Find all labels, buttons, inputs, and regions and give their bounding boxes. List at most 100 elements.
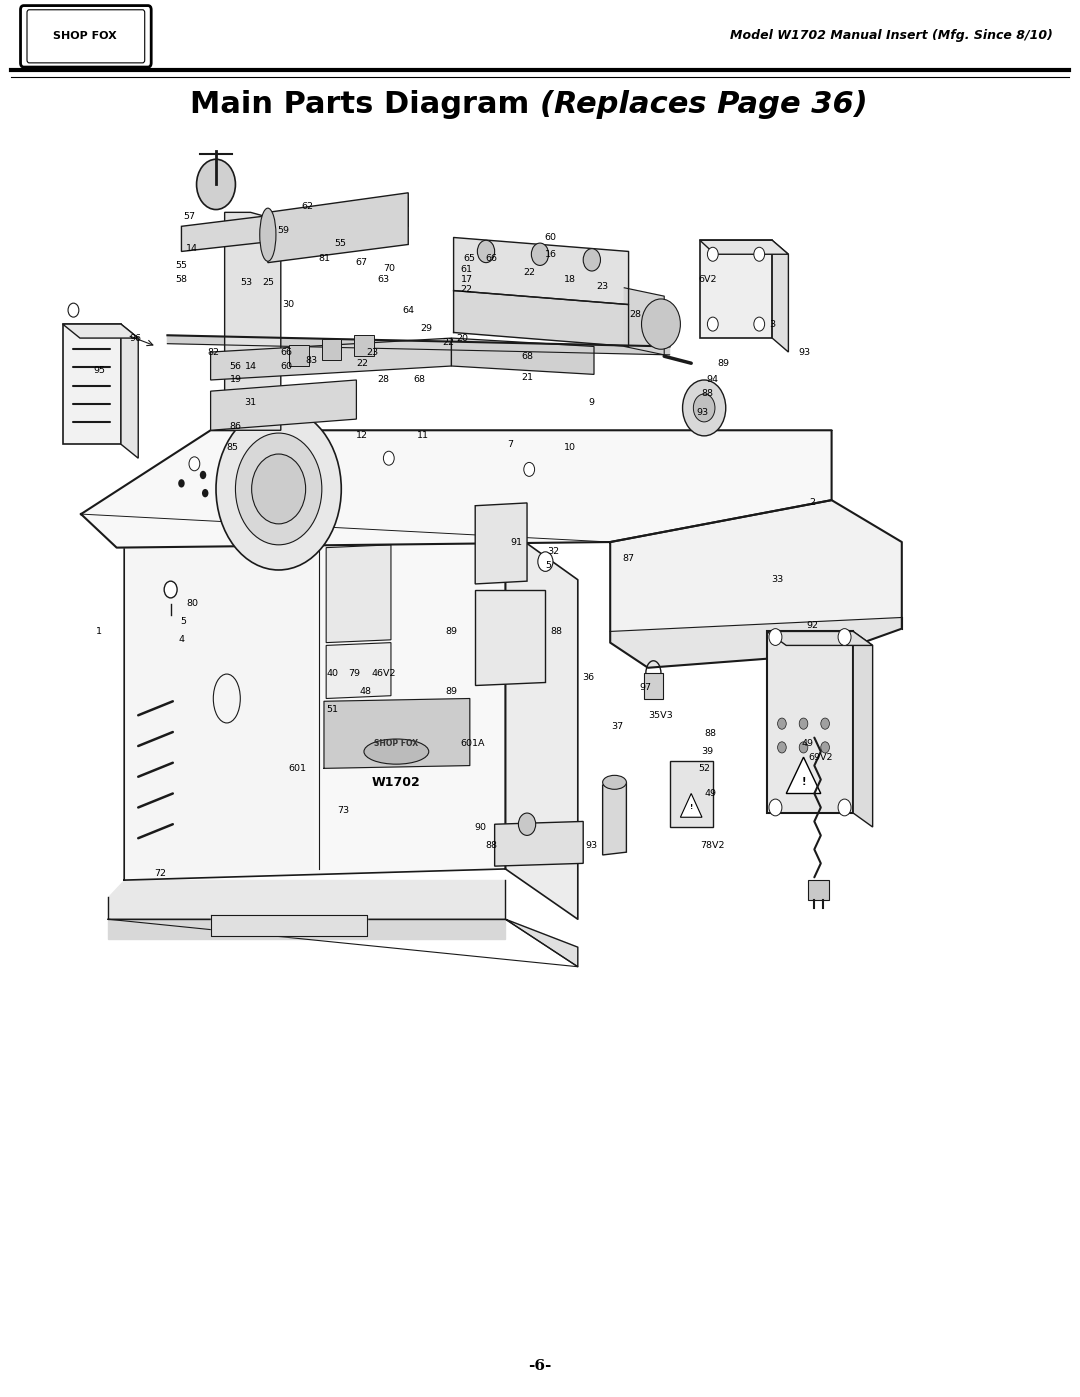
Text: 36: 36 <box>582 673 595 682</box>
Text: 78V2: 78V2 <box>701 841 725 849</box>
Text: 10: 10 <box>564 443 577 451</box>
Text: 51: 51 <box>326 705 339 714</box>
Text: 72: 72 <box>153 869 166 877</box>
Polygon shape <box>767 631 873 645</box>
Polygon shape <box>700 240 788 254</box>
Polygon shape <box>505 919 578 967</box>
Text: 14: 14 <box>186 244 199 253</box>
Circle shape <box>538 552 553 571</box>
Circle shape <box>524 462 535 476</box>
Circle shape <box>693 394 715 422</box>
Text: 68: 68 <box>521 352 534 360</box>
Polygon shape <box>63 324 121 444</box>
Circle shape <box>518 813 536 835</box>
Text: 46V2: 46V2 <box>372 669 395 678</box>
Polygon shape <box>130 545 313 869</box>
Polygon shape <box>495 821 583 866</box>
Text: 23: 23 <box>596 282 609 291</box>
Circle shape <box>778 742 786 753</box>
Text: 11: 11 <box>417 432 430 440</box>
Text: 91: 91 <box>510 538 523 546</box>
Text: 9: 9 <box>589 398 595 407</box>
Text: 48: 48 <box>359 687 372 696</box>
Polygon shape <box>289 345 309 366</box>
Polygon shape <box>124 492 583 545</box>
Text: 64: 64 <box>402 306 415 314</box>
Text: 89: 89 <box>445 627 458 636</box>
Circle shape <box>178 479 185 488</box>
Polygon shape <box>167 335 670 355</box>
Polygon shape <box>853 631 873 827</box>
Polygon shape <box>81 430 832 548</box>
Text: 66: 66 <box>485 254 498 263</box>
Polygon shape <box>211 915 367 936</box>
Ellipse shape <box>603 775 626 789</box>
Text: 22: 22 <box>523 268 536 277</box>
Circle shape <box>769 799 782 816</box>
Circle shape <box>838 799 851 816</box>
Text: 14: 14 <box>244 362 257 370</box>
Text: 80: 80 <box>186 599 199 608</box>
Polygon shape <box>268 193 408 263</box>
Text: 60: 60 <box>544 233 557 242</box>
Circle shape <box>707 317 718 331</box>
Text: 90: 90 <box>474 823 487 831</box>
Circle shape <box>200 471 206 479</box>
Circle shape <box>799 742 808 753</box>
Circle shape <box>583 249 600 271</box>
Polygon shape <box>454 237 629 305</box>
Text: 2: 2 <box>809 499 815 507</box>
Polygon shape <box>786 757 821 793</box>
Polygon shape <box>63 324 138 338</box>
Text: 88: 88 <box>704 729 717 738</box>
Text: 28: 28 <box>629 310 642 319</box>
Polygon shape <box>124 528 505 880</box>
FancyBboxPatch shape <box>21 6 151 67</box>
Text: 96: 96 <box>129 334 141 342</box>
Text: !: ! <box>689 805 693 810</box>
Text: 18: 18 <box>564 275 577 284</box>
Text: 56: 56 <box>229 362 242 370</box>
Text: 65: 65 <box>463 254 476 263</box>
Circle shape <box>821 718 829 729</box>
Text: 30: 30 <box>282 300 295 309</box>
Text: 69V2: 69V2 <box>809 753 833 761</box>
Text: 79: 79 <box>348 669 361 678</box>
Text: 70: 70 <box>382 264 395 272</box>
Text: 49: 49 <box>801 739 814 747</box>
Circle shape <box>769 629 782 645</box>
Text: 601: 601 <box>288 764 306 773</box>
Polygon shape <box>767 631 853 813</box>
Text: 94: 94 <box>706 376 719 384</box>
Polygon shape <box>451 338 594 374</box>
Text: -6-: -6- <box>528 1359 552 1373</box>
Polygon shape <box>475 503 527 584</box>
Text: 86: 86 <box>229 422 242 430</box>
Circle shape <box>799 718 808 729</box>
Circle shape <box>252 454 306 524</box>
Text: 22: 22 <box>355 359 368 367</box>
Text: 66: 66 <box>280 348 293 356</box>
Text: 19: 19 <box>229 376 242 384</box>
Text: 1: 1 <box>96 627 103 636</box>
Text: 25: 25 <box>261 278 274 286</box>
Polygon shape <box>505 528 578 919</box>
Circle shape <box>477 240 495 263</box>
Ellipse shape <box>364 739 429 764</box>
Text: Main Parts Diagram: Main Parts Diagram <box>190 91 540 119</box>
Text: 32: 32 <box>546 548 559 556</box>
Polygon shape <box>211 380 356 430</box>
Polygon shape <box>322 339 341 360</box>
Circle shape <box>838 629 851 645</box>
Text: 52: 52 <box>698 764 711 773</box>
Circle shape <box>531 243 549 265</box>
Text: 16: 16 <box>544 250 557 258</box>
Polygon shape <box>644 673 663 698</box>
Text: 49: 49 <box>704 789 717 798</box>
Text: 63: 63 <box>377 275 390 284</box>
Text: 73: 73 <box>337 806 350 814</box>
Ellipse shape <box>259 208 276 261</box>
Text: 68: 68 <box>413 376 426 384</box>
Text: 601A: 601A <box>461 739 485 747</box>
Circle shape <box>754 247 765 261</box>
